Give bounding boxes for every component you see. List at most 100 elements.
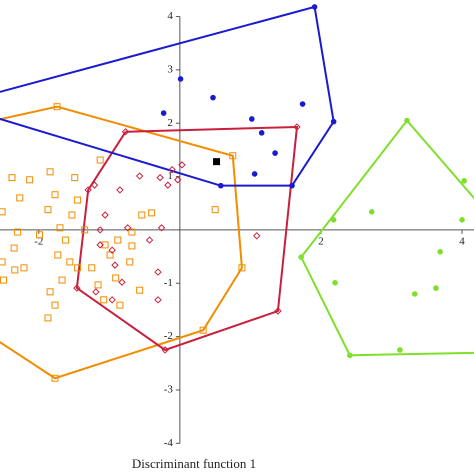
point (238, 264, 246, 272)
point (51, 374, 59, 382)
point (0, 208, 6, 216)
point (112, 274, 120, 282)
x-tick-label: -2 (34, 235, 43, 247)
point (145, 236, 154, 244)
y-tick-label: -2 (164, 330, 173, 342)
point (299, 101, 306, 107)
point (157, 224, 166, 232)
point (210, 94, 216, 101)
point (272, 150, 278, 156)
hull (75, 125, 299, 352)
point (74, 264, 82, 272)
point (62, 236, 70, 244)
point (253, 232, 261, 240)
point (118, 278, 126, 286)
point (136, 286, 144, 294)
point (53, 103, 61, 111)
point (0, 258, 6, 266)
point (46, 168, 54, 176)
point (44, 206, 52, 214)
point (36, 231, 43, 239)
point (68, 211, 76, 219)
point (249, 116, 255, 122)
y-tick-label: 2 (167, 117, 173, 129)
point (160, 110, 167, 116)
point (330, 118, 337, 125)
point (213, 158, 221, 166)
point (71, 174, 79, 182)
point (54, 251, 62, 259)
point (411, 291, 418, 297)
point (347, 352, 353, 359)
point (51, 191, 59, 199)
point (94, 281, 102, 289)
point (174, 176, 182, 184)
point (11, 266, 19, 274)
point (92, 288, 100, 296)
point (128, 242, 136, 250)
point (461, 178, 467, 184)
point (26, 176, 34, 184)
point (101, 211, 109, 219)
point (126, 258, 134, 266)
point (330, 216, 337, 223)
point (397, 347, 403, 353)
point (100, 296, 108, 304)
y-tick-label: 3 (167, 63, 173, 75)
y-tick-label: 4 (167, 10, 173, 22)
point (88, 264, 96, 272)
point (101, 241, 109, 249)
point (66, 258, 74, 266)
point (258, 130, 265, 136)
y-tick-label: -1 (164, 277, 173, 289)
point (293, 123, 301, 131)
hull (0, 5, 335, 187)
plot-area (0, 4, 474, 382)
point (433, 285, 439, 291)
point (96, 156, 104, 164)
point (81, 226, 89, 234)
point (154, 268, 162, 276)
point (217, 182, 224, 189)
point (58, 276, 66, 284)
point (229, 152, 237, 160)
point (332, 279, 338, 286)
point (368, 208, 375, 215)
x-tick-label: 4 (459, 235, 465, 247)
point (20, 264, 28, 272)
point (96, 226, 104, 234)
point (177, 76, 184, 82)
point (46, 288, 54, 296)
point (135, 172, 144, 180)
point (74, 196, 82, 204)
point (114, 236, 122, 244)
hull (300, 119, 474, 357)
point (111, 261, 119, 269)
point (116, 301, 124, 309)
point (44, 314, 52, 322)
y-tick-label: -3 (164, 384, 174, 396)
point (51, 301, 59, 309)
point (123, 224, 132, 232)
point (108, 296, 116, 304)
point (311, 4, 318, 10)
x-tick-label: 2 (318, 235, 324, 247)
point (161, 346, 169, 354)
point (108, 246, 116, 254)
y-tick-label: -4 (164, 437, 174, 449)
point (96, 241, 104, 249)
point (404, 117, 410, 124)
point (154, 296, 162, 304)
point (8, 174, 16, 182)
point (116, 186, 124, 194)
y-tick-label: 1 (167, 170, 173, 182)
point (148, 209, 156, 217)
point (211, 206, 219, 214)
point (90, 181, 99, 189)
point (121, 128, 130, 136)
x-axis-label: Discriminant function 1 (132, 456, 256, 471)
point (0, 276, 8, 284)
point (199, 326, 207, 334)
point (10, 244, 18, 252)
